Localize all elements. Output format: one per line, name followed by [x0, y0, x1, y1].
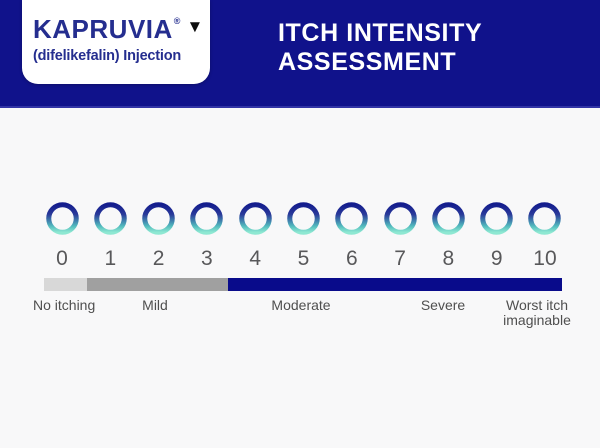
rating-number: 0: [56, 247, 68, 270]
rating-circle-icon: [383, 202, 417, 235]
rating-point-7[interactable]: 7: [383, 202, 417, 269]
rating-point-0[interactable]: 0: [45, 202, 79, 269]
rating-circle-icon: [432, 202, 465, 235]
rating-point-3[interactable]: 3: [190, 202, 224, 269]
rating-number: 9: [490, 247, 503, 270]
page-title: ITCH INTENSITY ASSESSMENT: [278, 19, 482, 77]
severity-segment-moderate-to-worst: [228, 278, 562, 291]
rating-circle-icon: [287, 202, 320, 235]
rating-circle-icon: [190, 202, 224, 235]
rating-point-4[interactable]: 4: [238, 202, 272, 269]
rating-number: 6: [345, 247, 358, 270]
rating-point-10[interactable]: 10: [528, 202, 562, 269]
label-mild: Mild: [142, 297, 168, 313]
severity-segment-no-itching: [44, 278, 87, 291]
rating-circle-icon: [142, 202, 175, 235]
severity-labels-row: No itching Mild Moderate Severe Worst it…: [33, 297, 571, 332]
page-title-line1: ITCH INTENSITY: [278, 19, 483, 47]
severity-bar: [44, 278, 562, 291]
rating-point-1[interactable]: 1: [93, 202, 127, 269]
label-no-itching: No itching: [33, 297, 96, 313]
rating-circle-icon: [335, 202, 369, 235]
rating-number: 10: [533, 247, 557, 270]
rating-circle-icon: [238, 202, 272, 235]
rating-number: 3: [201, 247, 213, 270]
header-banner: KAPRUVIA ® ▼ (difelikefalin) Injection I…: [0, 0, 600, 108]
label-severe: Severe: [420, 297, 466, 313]
brand-name: KAPRUVIA: [33, 14, 173, 44]
brand-logo[interactable]: KAPRUVIA ® ▼ (difelikefalin) Injection: [22, 0, 210, 84]
rating-circle-icon: [45, 202, 79, 235]
rating-point-2[interactable]: 2: [142, 202, 176, 269]
rating-point-5[interactable]: 5: [286, 202, 320, 269]
rating-number: 5: [297, 247, 310, 270]
rating-point-8[interactable]: 8: [431, 202, 465, 269]
registered-trademark-icon: ®: [173, 16, 181, 26]
severity-segment-mild: [87, 278, 228, 291]
rating-point-9[interactable]: 9: [480, 202, 514, 269]
page-title-line2: ASSESSMENT: [278, 48, 457, 76]
rating-point-6[interactable]: 6: [335, 202, 369, 269]
rating-circle-icon: [94, 202, 127, 235]
rating-number: 4: [249, 247, 262, 270]
rating-points-row: 0 1 2 3 4 5 6: [45, 202, 562, 269]
rating-circle-icon: [528, 202, 562, 235]
dropdown-triangle-icon: ▼: [186, 17, 204, 36]
brand-name-row: KAPRUVIA ® ▼: [33, 16, 203, 42]
rating-circle-icon: [480, 202, 513, 235]
rating-number: 1: [104, 247, 117, 270]
brand-subtitle: (difelikefalin) Injection: [33, 48, 182, 64]
label-moderate: Moderate: [271, 297, 331, 313]
rating-number: 8: [442, 247, 455, 270]
label-worst-itch-imaginable: Worst itch imaginable: [503, 297, 571, 328]
rating-number: 2: [152, 247, 165, 270]
rating-number: 7: [394, 247, 406, 270]
itch-intensity-scale: 0 1 2 3 4 5 6: [33, 202, 571, 332]
